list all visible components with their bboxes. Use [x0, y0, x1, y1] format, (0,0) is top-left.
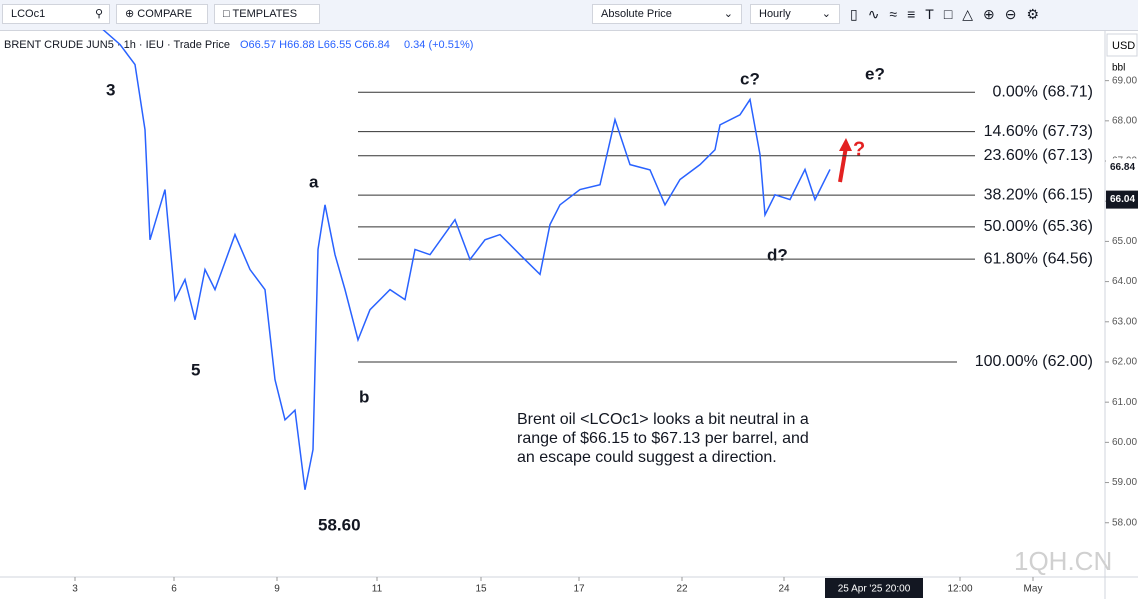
question-mark: ?: [853, 138, 865, 160]
fib-label: 0.00% (68.71): [992, 84, 1093, 101]
x-tick-label: 3: [72, 584, 78, 595]
symbol: LCOc1: [11, 8, 46, 20]
wave-label: c?: [740, 69, 760, 88]
x-tick-label: 15: [475, 584, 487, 595]
interval-select[interactable]: Hourly ⌄: [750, 4, 840, 24]
low-label: 58.60: [318, 515, 361, 534]
y-tick-label: 63.00: [1112, 316, 1137, 327]
x-tick-label: 11: [372, 584, 383, 595]
compare-button[interactable]: ⊕ COMPARE: [116, 4, 208, 24]
note-line: range of $66.15 to $67.13 per barrel, an…: [517, 430, 809, 447]
wave-label: b: [359, 387, 369, 406]
tool-icons[interactable]: ▯∿≈≡T□△⊕⊖⚙: [850, 6, 1050, 22]
note-line: an escape could suggest a direction.: [517, 449, 777, 466]
price-tag-label: 66.04: [1110, 194, 1135, 205]
arrow: [838, 146, 848, 183]
legend-change: 0.34 (+0.51%): [404, 39, 473, 51]
y-tick-label: 58.00: [1112, 517, 1137, 528]
arrow-head: [839, 138, 852, 151]
price-tag: [1106, 190, 1138, 209]
y-tick-label: 59.00: [1112, 477, 1137, 488]
fib-label: 50.00% (65.36): [984, 218, 1093, 235]
templates-button[interactable]: □ TEMPLATES: [214, 4, 320, 24]
y-tick-label: 62.00: [1112, 357, 1137, 368]
note-line: Brent oil <LCOc1> looks a bit neutral in…: [517, 411, 809, 428]
y-tick-label: 60.00: [1112, 437, 1137, 448]
y-tick-label: 68.00: [1112, 115, 1137, 126]
y-tick-label: 64.00: [1112, 276, 1137, 287]
price-line: [102, 30, 831, 490]
wave-label: a: [309, 172, 319, 191]
templates-label: TEMPLATES: [232, 8, 298, 20]
toolbar: LCOc1 ⚲ ⊕ COMPARE □ TEMPLATES Absolute Pr…: [0, 0, 1138, 31]
wave-label: 5: [191, 360, 200, 379]
x-tick-label: May: [1024, 584, 1043, 595]
cursor-date: 25 Apr '25 20:00: [838, 584, 911, 595]
search-icon: ⚲: [94, 8, 103, 20]
compare-label: COMPARE: [137, 8, 193, 20]
y-tick-label: 61.00: [1112, 397, 1137, 408]
chart: BRENT CRUDE JUN5 · 1h · IEU · Trade Pric…: [0, 30, 1138, 599]
fib-label: 14.60% (67.73): [984, 123, 1093, 140]
fib-label: 100.00% (62.00): [975, 353, 1093, 370]
fib-label: 38.20% (66.15): [984, 186, 1093, 203]
x-tick-label: 24: [778, 584, 790, 595]
wave-label: 3: [106, 80, 115, 99]
cursor-date-box: [825, 578, 923, 598]
x-tick-label: 22: [676, 584, 688, 595]
x-tick-label: 12:00: [947, 584, 972, 595]
price-tag-label: 66.84: [1110, 162, 1135, 173]
caret: ⌄: [821, 8, 831, 20]
x-tick-label: 6: [171, 584, 177, 595]
legend-name: BRENT CRUDE JUN5 · 1h · IEU · Trade Pric…: [4, 39, 230, 51]
watermark: 1QH.CN: [1014, 546, 1112, 576]
interval: Hourly: [759, 8, 791, 20]
x-tick-label: 9: [274, 584, 280, 595]
currency-box[interactable]: [1106, 33, 1138, 57]
legend-ohlc: O66.57 H66.88 L66.55 C66.84: [240, 39, 390, 51]
caret: ⌄: [723, 8, 733, 20]
wave-label: d?: [767, 245, 788, 264]
wave-label: e?: [865, 64, 885, 83]
price-mode-select[interactable]: Absolute Price ⌄: [592, 4, 742, 24]
currency: USD: [1112, 40, 1135, 52]
fib-label: 61.80% (64.56): [984, 250, 1093, 267]
x-tick-label: 17: [573, 584, 585, 595]
y-tick-label: 65.00: [1112, 236, 1137, 247]
y-tick-label: 69.00: [1112, 75, 1137, 86]
unit: bbl: [1112, 63, 1125, 74]
price-tag: [1106, 158, 1138, 177]
fib-label: 23.60% (67.13): [984, 147, 1093, 164]
symbol-search[interactable]: LCOc1 ⚲: [2, 4, 110, 24]
price-mode: Absolute Price: [601, 8, 672, 20]
